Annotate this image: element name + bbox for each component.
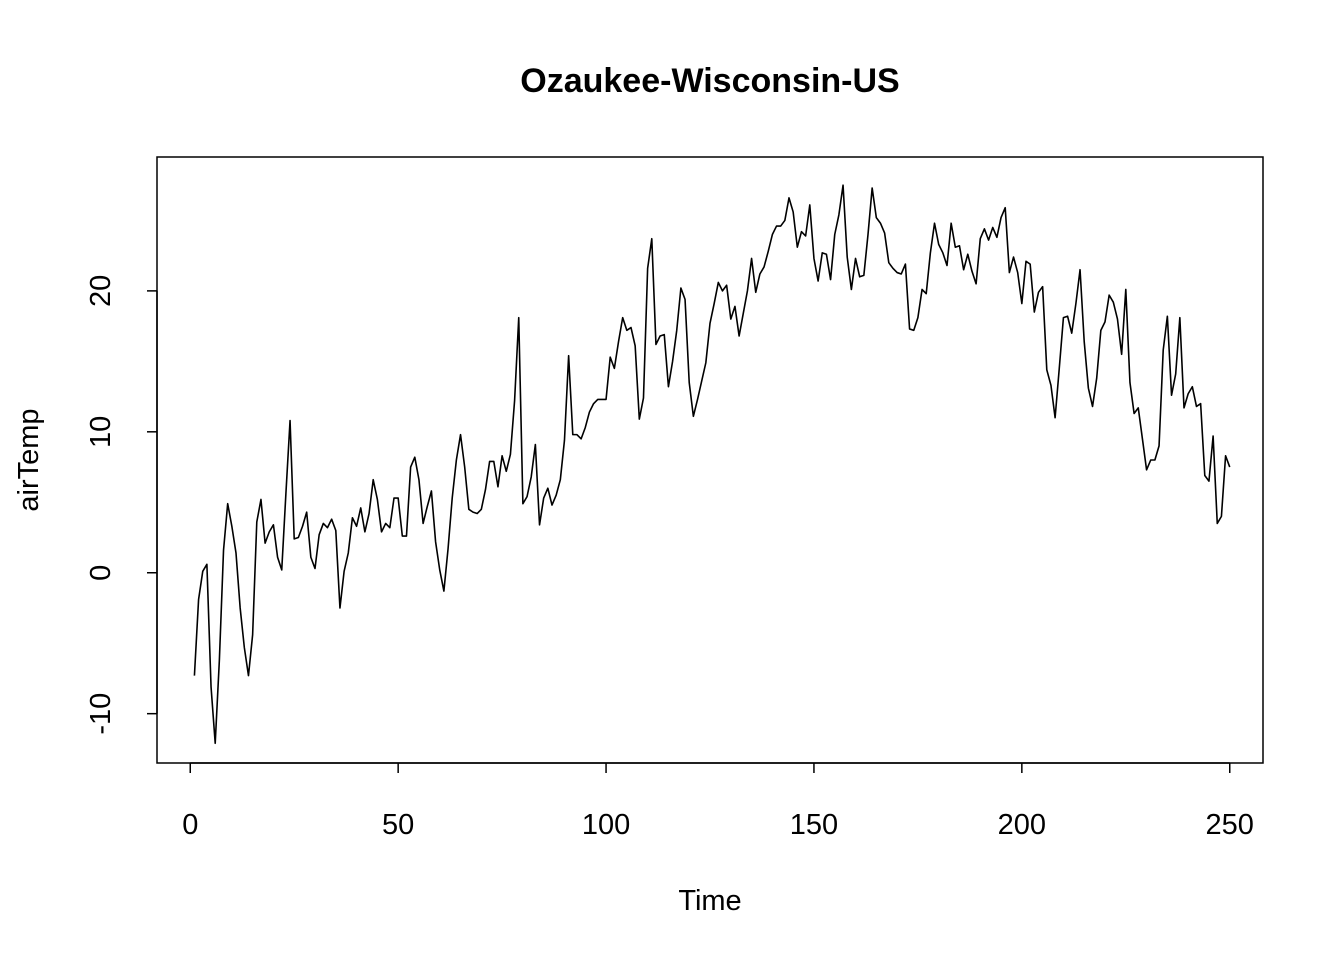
y-tick-label: 0 (85, 565, 117, 581)
series-line-0 (193, 184, 1231, 745)
y-tick-label: 10 (85, 416, 117, 448)
x-axis-label: Time (678, 885, 741, 917)
y-axis: -10 0 10 20 (85, 275, 158, 735)
series-layer (193, 184, 1231, 745)
x-axis: 0 50 100 150 200 250 (182, 762, 1254, 841)
y-tick-label: -10 (85, 693, 117, 735)
plot-frame (156, 156, 1264, 764)
x-tick-label: 200 (998, 809, 1046, 841)
y-tick-label: 20 (85, 275, 117, 307)
x-tick-label: 0 (182, 809, 198, 841)
x-tick-label: 50 (382, 809, 414, 841)
chart-title: Ozaukee-Wisconsin-US (520, 62, 899, 100)
y-axis-label: airTemp (13, 408, 45, 511)
x-tick-label: 250 (1206, 809, 1254, 841)
x-tick-label: 100 (582, 809, 630, 841)
x-tick-label: 150 (790, 809, 838, 841)
